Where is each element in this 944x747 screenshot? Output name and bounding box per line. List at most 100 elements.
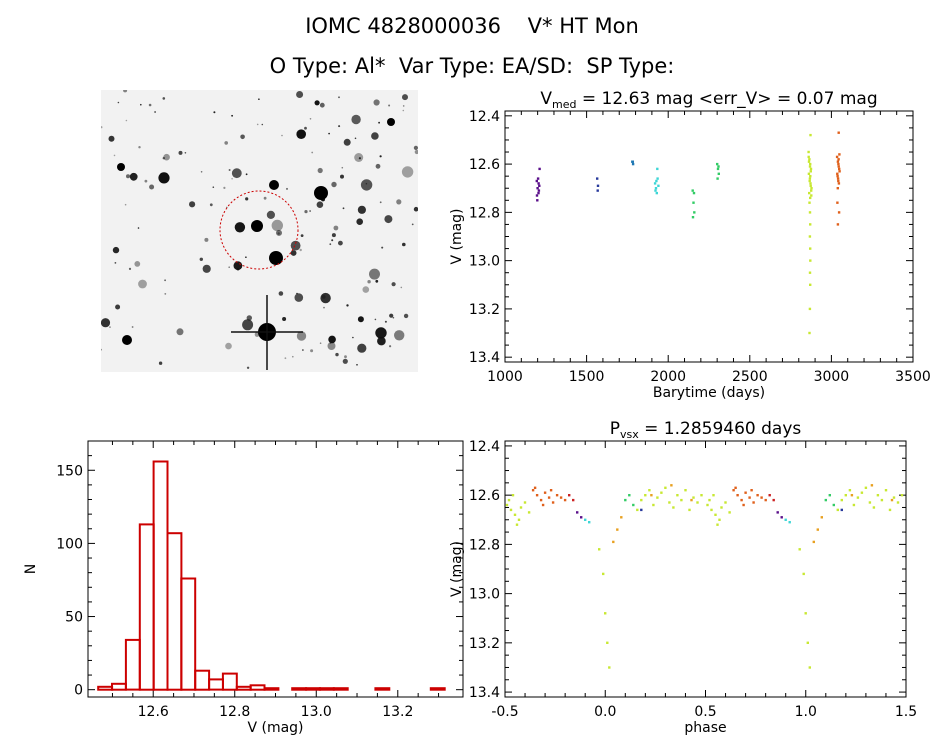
- lightcurve-point: [808, 331, 811, 335]
- phased-point: [840, 508, 843, 512]
- histogram-xlabel: V (mag): [247, 720, 303, 736]
- finder-star: [225, 342, 232, 350]
- finder-star: [333, 225, 339, 231]
- finder-star: [138, 146, 141, 149]
- phased-point: [684, 489, 687, 492]
- phased-point: [692, 496, 695, 499]
- finder-star: [266, 210, 275, 219]
- phased-point: [768, 494, 771, 497]
- phased-point: [608, 666, 611, 669]
- finder-star: [296, 331, 307, 341]
- lightcurve-point: [810, 187, 813, 190]
- lightcurve-point: [809, 182, 812, 185]
- finder-star: [375, 163, 381, 169]
- finder-star: [223, 186, 226, 189]
- finder-star: [125, 119, 128, 122]
- lightcurve-point: [838, 170, 841, 173]
- lightcurve-point: [535, 179, 538, 183]
- finder-star: [342, 358, 348, 364]
- phased-point: [772, 498, 775, 502]
- finder-star: [319, 342, 322, 344]
- lightcurve-point: [837, 131, 840, 134]
- phased-point: [888, 508, 892, 512]
- histogram-bar: [138, 523, 155, 691]
- phased-point: [606, 641, 609, 644]
- finder-star: [389, 345, 392, 348]
- finder-star: [158, 172, 170, 184]
- phased-point: [580, 516, 583, 519]
- histogram-bar: [208, 678, 225, 691]
- finder-star: [117, 101, 120, 104]
- phased-point: [602, 572, 605, 576]
- finder-star: [290, 240, 301, 251]
- finder-star: [354, 137, 357, 140]
- phased-xlabel: phase: [684, 720, 726, 736]
- finder-star: [281, 134, 283, 137]
- phased-point: [672, 506, 675, 509]
- finder-star: [212, 186, 215, 188]
- finder-star: [269, 180, 279, 190]
- lightcurve-point: [536, 199, 539, 202]
- lightcurve-point: [808, 158, 811, 161]
- finder-star: [294, 293, 304, 302]
- lightcurve-point: [717, 172, 720, 175]
- finder-star: [138, 279, 147, 289]
- phased-point: [872, 506, 876, 509]
- lightcurve-point: [596, 177, 599, 180]
- lightcurve-ytick-label: 13.4: [469, 350, 500, 366]
- phased-point: [718, 518, 721, 521]
- lightcurve-point: [596, 189, 599, 192]
- lightcurve-point: [837, 162, 840, 166]
- finder-star: [323, 306, 325, 309]
- finder-star: [284, 357, 287, 360]
- lightcurve-point: [810, 189, 813, 192]
- lightcurve-xtick-label: 3500: [895, 369, 931, 385]
- finder-star: [154, 111, 156, 113]
- finder-star: [331, 239, 334, 242]
- phased-point: [896, 501, 900, 504]
- finder-star: [316, 201, 324, 208]
- phased-point: [764, 498, 767, 502]
- histogram-bar: [291, 687, 308, 691]
- finder-star: [387, 118, 395, 126]
- phased-point: [640, 498, 643, 502]
- phased-point: [780, 516, 783, 519]
- finder-star: [369, 268, 380, 280]
- lightcurve-point: [809, 170, 812, 173]
- finder-star: [314, 100, 320, 106]
- phased-point: [664, 486, 667, 489]
- lightcurve-point: [835, 155, 839, 159]
- finder-star: [184, 152, 187, 154]
- lightcurve-ytick-label: 12.4: [469, 109, 500, 125]
- finder-star: [411, 223, 414, 226]
- lightcurve-point: [536, 187, 539, 190]
- lightcurve-point: [654, 189, 657, 192]
- finder-star: [163, 153, 170, 161]
- lightcurve-point: [692, 201, 695, 204]
- phased-point: [784, 518, 787, 521]
- lightcurve-point: [653, 182, 657, 185]
- finder-star: [310, 349, 314, 353]
- finder-star: [356, 364, 358, 366]
- phased-point: [732, 489, 735, 492]
- phased-point: [539, 498, 543, 502]
- finder-star: [158, 361, 163, 365]
- finder-star: [338, 96, 340, 99]
- finder-star: [388, 104, 391, 107]
- phased-point: [604, 612, 607, 615]
- phased-point: [644, 494, 647, 497]
- finder-star: [328, 132, 330, 135]
- finder-star: [400, 286, 403, 289]
- finder-star: [245, 197, 249, 201]
- finder-star: [338, 240, 343, 246]
- finder-star: [391, 282, 396, 287]
- finder-star: [375, 279, 379, 283]
- phased-point: [752, 501, 755, 504]
- phased-point: [798, 548, 801, 551]
- phased-point: [535, 494, 539, 497]
- phased-point: [860, 491, 864, 494]
- finder-star: [209, 203, 213, 207]
- phased-ylabel: V (mag): [449, 541, 465, 597]
- phased-point: [555, 494, 559, 497]
- histogram-bar: [221, 672, 238, 691]
